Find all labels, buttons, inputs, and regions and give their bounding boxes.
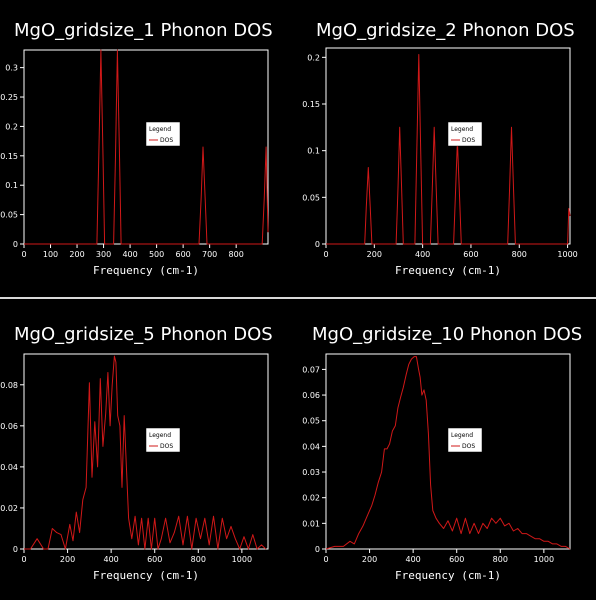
chart-title: MgO_gridsize_5 Phonon DOS xyxy=(14,324,273,345)
legend-title: Legend xyxy=(149,432,171,439)
y-tick-label: 0 xyxy=(315,545,320,554)
x-tick-label: 600 xyxy=(449,555,464,564)
x-axis-label: Frequency (cm-1) xyxy=(395,569,501,582)
y-tick-label: 0.04 xyxy=(302,442,320,451)
x-tick-label: 400 xyxy=(415,250,430,259)
plot-frame xyxy=(23,353,269,550)
legend-box xyxy=(447,121,483,147)
y-tick-label: 0.07 xyxy=(302,365,320,374)
y-tick-label: 0.25 xyxy=(0,93,18,102)
dos-series-line xyxy=(24,355,267,550)
legend-title: Legend xyxy=(451,126,473,133)
x-tick-label: 400 xyxy=(406,555,421,564)
x-axis-label: Frequency (cm-1) xyxy=(93,264,199,277)
plot-frame xyxy=(23,49,269,245)
x-tick-label: 800 xyxy=(512,250,527,259)
y-tick-label: 0.06 xyxy=(0,422,18,431)
separator-line xyxy=(0,297,596,299)
x-tick-label: 300 xyxy=(96,250,111,259)
x-tick-label: 1000 xyxy=(557,250,577,259)
legend: Legend DOS xyxy=(447,427,483,453)
dos-series-line xyxy=(326,54,571,245)
x-tick-label: 0 xyxy=(323,250,328,259)
legend: Legend DOS xyxy=(145,121,181,147)
legend-series-label: DOS xyxy=(462,443,475,450)
legend: Legend DOS xyxy=(447,121,483,147)
x-tick-label: 200 xyxy=(362,555,377,564)
y-tick-label: 0.05 xyxy=(0,211,18,220)
x-tick-label: 0 xyxy=(21,250,26,259)
y-tick-label: 0.03 xyxy=(302,468,320,477)
y-tick-label: 0.04 xyxy=(0,463,18,472)
x-tick-label: 400 xyxy=(104,555,119,564)
x-tick-label: 0 xyxy=(21,555,26,564)
legend-title: Legend xyxy=(149,126,171,133)
y-tick-label: 0.05 xyxy=(302,193,320,202)
chart-title: MgO_gridsize_2 Phonon DOS xyxy=(316,20,575,41)
y-tick-label: 0 xyxy=(13,545,18,554)
x-tick-label: 400 xyxy=(122,250,137,259)
chart-title: MgO_gridsize_1 Phonon DOS xyxy=(14,20,273,41)
y-tick-label: 0.08 xyxy=(0,381,18,390)
y-tick-label: 0.15 xyxy=(302,100,320,109)
y-tick-label: 0 xyxy=(315,240,320,249)
x-tick-label: 100 xyxy=(43,250,58,259)
y-tick-label: 0 xyxy=(13,240,18,249)
y-tick-label: 0.02 xyxy=(302,494,320,503)
dos-series-line xyxy=(325,356,571,550)
legend-series-label: DOS xyxy=(160,137,173,144)
x-tick-label: 1000 xyxy=(232,555,252,564)
y-tick-label: 0.01 xyxy=(302,519,320,528)
x-axis-label: Frequency (cm-1) xyxy=(395,264,501,277)
x-tick-label: 200 xyxy=(60,555,75,564)
chart-4: 0 200 400 600 800 1000 0 0.01 0.02 0.03 0.04 0.05 0.… xyxy=(302,353,571,582)
x-tick-label: 0 xyxy=(323,555,328,564)
y-tick-label: 0.15 xyxy=(0,152,18,161)
legend-series-label: DOS xyxy=(462,137,475,144)
chart-3: 0 200 400 600 800 1000 0 0.02 0.04 0.06 0.08 Freque… xyxy=(0,353,269,582)
x-tick-label: 500 xyxy=(149,250,164,259)
x-axis-label: Frequency (cm-1) xyxy=(93,569,199,582)
y-tick-label: 0.1 xyxy=(5,181,18,190)
dos-series-line xyxy=(24,49,269,245)
y-tick-label: 0.1 xyxy=(307,147,320,156)
x-tick-label: 700 xyxy=(202,250,217,259)
x-tick-label: 600 xyxy=(147,555,162,564)
legend-box xyxy=(447,427,483,453)
x-tick-label: 600 xyxy=(175,250,190,259)
y-tick-label: 0.3 xyxy=(5,64,18,73)
chart-title: MgO_gridsize_10 Phonon DOS xyxy=(312,324,583,345)
x-tick-label: 800 xyxy=(229,250,244,259)
y-tick-label: 0.05 xyxy=(302,417,320,426)
chart-2: 0 200 400 600 800 1000 0 0.05 0.1 0.15 0.2 Frequenc… xyxy=(302,47,578,277)
x-tick-label: 800 xyxy=(493,555,508,564)
x-tick-label: 1000 xyxy=(534,555,554,564)
x-tick-label: 600 xyxy=(463,250,478,259)
plot-frame xyxy=(325,353,571,550)
legend-box xyxy=(145,427,181,453)
legend-series-label: DOS xyxy=(160,443,173,450)
y-tick-label: 0.2 xyxy=(307,53,320,62)
legend: Legend DOS xyxy=(145,427,181,453)
x-tick-label: 200 xyxy=(69,250,84,259)
x-tick-label: 800 xyxy=(191,555,206,564)
y-tick-label: 0.2 xyxy=(5,122,18,131)
x-tick-label: 200 xyxy=(367,250,382,259)
legend-title: Legend xyxy=(451,432,473,439)
y-tick-label: 0.02 xyxy=(0,504,18,513)
legend-box xyxy=(145,121,181,147)
chart-1: 0 100 200 300 400 500 600 700 800 0 0.05 0.1 0.15 0.2… xyxy=(0,49,269,277)
y-tick-label: 0.06 xyxy=(302,391,320,400)
